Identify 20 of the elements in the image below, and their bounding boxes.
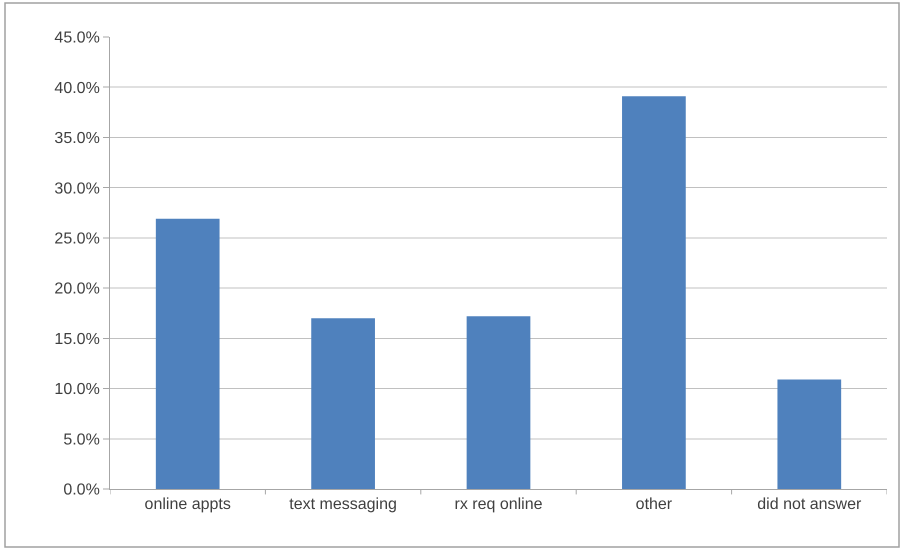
y-tick-label: 30.0%	[54, 180, 100, 198]
x-tick-label: rx req online	[454, 496, 543, 514]
y-tick-label: 40.0%	[54, 80, 100, 97]
bar	[466, 316, 530, 489]
y-tick-label: 10.0%	[54, 381, 100, 398]
y-tick-label: 35.0%	[54, 130, 100, 148]
y-tick-label: 25.0%	[54, 230, 100, 248]
bar	[777, 380, 842, 489]
y-tick-label: 5.0%	[63, 431, 100, 448]
x-tick-label: online appts	[144, 496, 231, 514]
bar	[622, 96, 686, 489]
y-tick-label: 45.0%	[54, 30, 100, 47]
x-tick-label: did not answer	[757, 496, 862, 514]
x-tick-label: text messaging	[289, 496, 397, 514]
y-tick-label: 20.0%	[54, 280, 100, 298]
bar	[311, 318, 375, 489]
y-tick-label: 0.0%	[63, 482, 100, 499]
y-tick-label: 15.0%	[54, 330, 100, 348]
x-tick-label: other	[636, 496, 673, 514]
bar	[156, 218, 220, 489]
